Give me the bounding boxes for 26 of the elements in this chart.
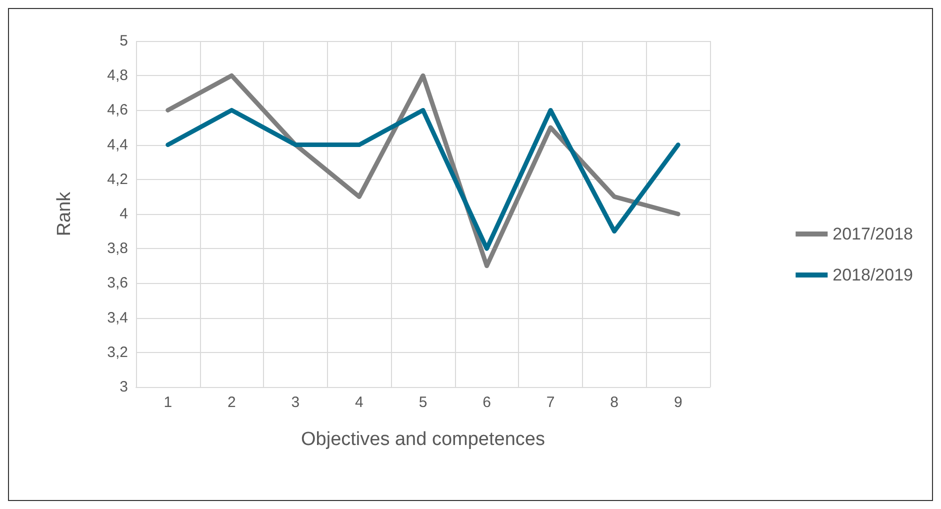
y-tick-label: 3,4: [107, 309, 128, 326]
line-series: [166, 108, 680, 251]
y-tick-label: 4: [120, 206, 128, 222]
x-tick-label: 1: [164, 394, 172, 411]
y-tick-label: 4,2: [107, 170, 128, 188]
y-tick-label: 5: [120, 32, 128, 50]
y-tick-label: 4,6: [107, 102, 128, 119]
y-tick-label: 4,8: [107, 67, 128, 84]
y-axis-title: Rank: [54, 191, 75, 236]
x-tick-label: 8: [610, 394, 619, 411]
x-tick-label: 9: [674, 394, 682, 411]
x-tick-label: 3: [291, 394, 300, 411]
x-tick-label: 6: [482, 394, 491, 411]
legend-label: 2018/2019: [832, 266, 914, 284]
y-tick-label: 4,4: [107, 136, 128, 154]
y-tick-label: 3,2: [107, 344, 128, 361]
x-axis-title: Objectives and competences: [301, 429, 545, 450]
x-tick-label: 5: [418, 394, 428, 411]
y-tick-label: 3,8: [107, 240, 128, 258]
x-tick-label: 4: [355, 394, 364, 411]
y-tick-label: 3,6: [107, 274, 128, 292]
x-tick-label: 2: [227, 394, 236, 411]
legend-label: 2017/2018: [832, 224, 914, 244]
x-tick-label: 7: [546, 394, 555, 411]
line-series: [166, 73, 680, 268]
y-tick-label: 3: [120, 378, 128, 396]
